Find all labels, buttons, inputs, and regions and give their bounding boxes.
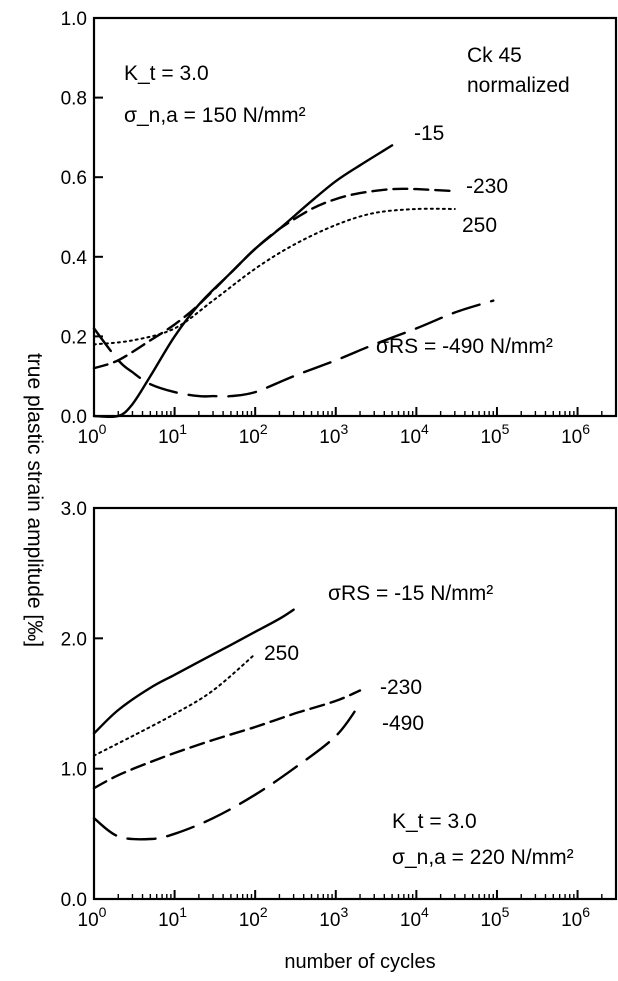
bottom-sigma-label: σ_n,a = 220 N/mm² xyxy=(392,846,574,869)
bottom-kt-label: K_t = 3.0 xyxy=(392,810,477,833)
top-series-line-3 xyxy=(93,207,456,346)
bottom-y-tick-label: 3.0 xyxy=(61,499,87,520)
top-series-label-2: -230 xyxy=(466,175,508,198)
bottom-series-line-3 xyxy=(92,689,362,790)
bottom-y-tick-label: 0.0 xyxy=(61,890,87,911)
top-plot-frame xyxy=(92,16,618,418)
top-series-label-1: -15 xyxy=(414,122,444,145)
x-axis-label: number of cycles xyxy=(284,951,435,973)
material-label: Ck 45 xyxy=(467,44,522,67)
y-axis-label: true plastic strain amplitude [‰] xyxy=(23,353,46,647)
bottom-series-label-2: 250 xyxy=(264,642,299,665)
bottom-x-tick-label: 103 xyxy=(319,904,348,931)
bottom-chart: 100 101 102 103 104 105 106 0.0 1.0 2.0 3.0 σRS = … xyxy=(61,499,618,973)
top-y-tick-label: 0.8 xyxy=(61,89,87,110)
top-kt-label: K_t = 3.0 xyxy=(124,62,209,85)
bottom-x-tick-label: 101 xyxy=(158,904,187,931)
top-x-tick-label: 104 xyxy=(400,421,429,448)
bottom-series-label-1: σRS = -15 N/mm² xyxy=(328,582,493,605)
top-series xyxy=(92,144,495,419)
bottom-y-tick-label: 1.0 xyxy=(61,760,87,781)
bottom-x-tick-label: 106 xyxy=(561,904,590,931)
bottom-series-line-1 xyxy=(92,608,295,735)
bottom-series-label-3: -230 xyxy=(380,676,422,699)
top-sigma-label: σ_n,a = 150 N/mm² xyxy=(124,104,306,127)
top-series-label-4: σRS = -490 N/mm² xyxy=(376,335,553,358)
top-y-tick-label: 1.0 xyxy=(61,9,87,30)
bottom-y-tick-label: 2.0 xyxy=(61,629,87,650)
top-ticks: 100 101 102 103 104 105 106 0.0 0.2 0.4 0.6 0.8 1.0 xyxy=(61,9,617,448)
top-y-tick-label: 0.4 xyxy=(61,248,88,269)
top-x-tick-label: 102 xyxy=(239,421,268,448)
top-y-tick-label: 0.2 xyxy=(61,327,87,348)
top-x-tick-label: 103 xyxy=(319,421,348,448)
top-series-line-4 xyxy=(92,299,495,398)
bottom-series-label-4: -490 xyxy=(382,712,424,735)
bottom-x-tick-label: 105 xyxy=(480,904,509,931)
top-series-label-3: 250 xyxy=(462,214,497,237)
top-x-tick-label: 100 xyxy=(78,421,107,448)
bottom-x-tick-label: 100 xyxy=(78,904,107,931)
top-x-tick-label: 101 xyxy=(158,421,187,448)
bottom-series-line-4 xyxy=(92,702,362,841)
bottom-x-tick-label: 102 xyxy=(239,904,268,931)
top-y-tick-label: 0.6 xyxy=(61,168,87,189)
top-y-tick-label: 0.0 xyxy=(61,407,87,428)
condition-label: normalized xyxy=(467,74,570,97)
bottom-series xyxy=(92,608,362,841)
top-chart: 100 101 102 103 104 105 1060.00.20.40.60.81.0 … xyxy=(61,9,618,448)
top-series-line-2 xyxy=(92,187,456,370)
top-x-tick-label: 105 xyxy=(480,421,509,448)
bottom-plot-frame xyxy=(92,506,618,901)
bottom-series-line-2 xyxy=(93,653,257,757)
bottom-x-tick-label: 104 xyxy=(400,904,429,931)
top-x-tick-label: 106 xyxy=(561,421,590,448)
bottom-ticks: 100 101 102 103 104 105 106 0.0 1.0 2.0 3.0 xyxy=(61,499,617,931)
